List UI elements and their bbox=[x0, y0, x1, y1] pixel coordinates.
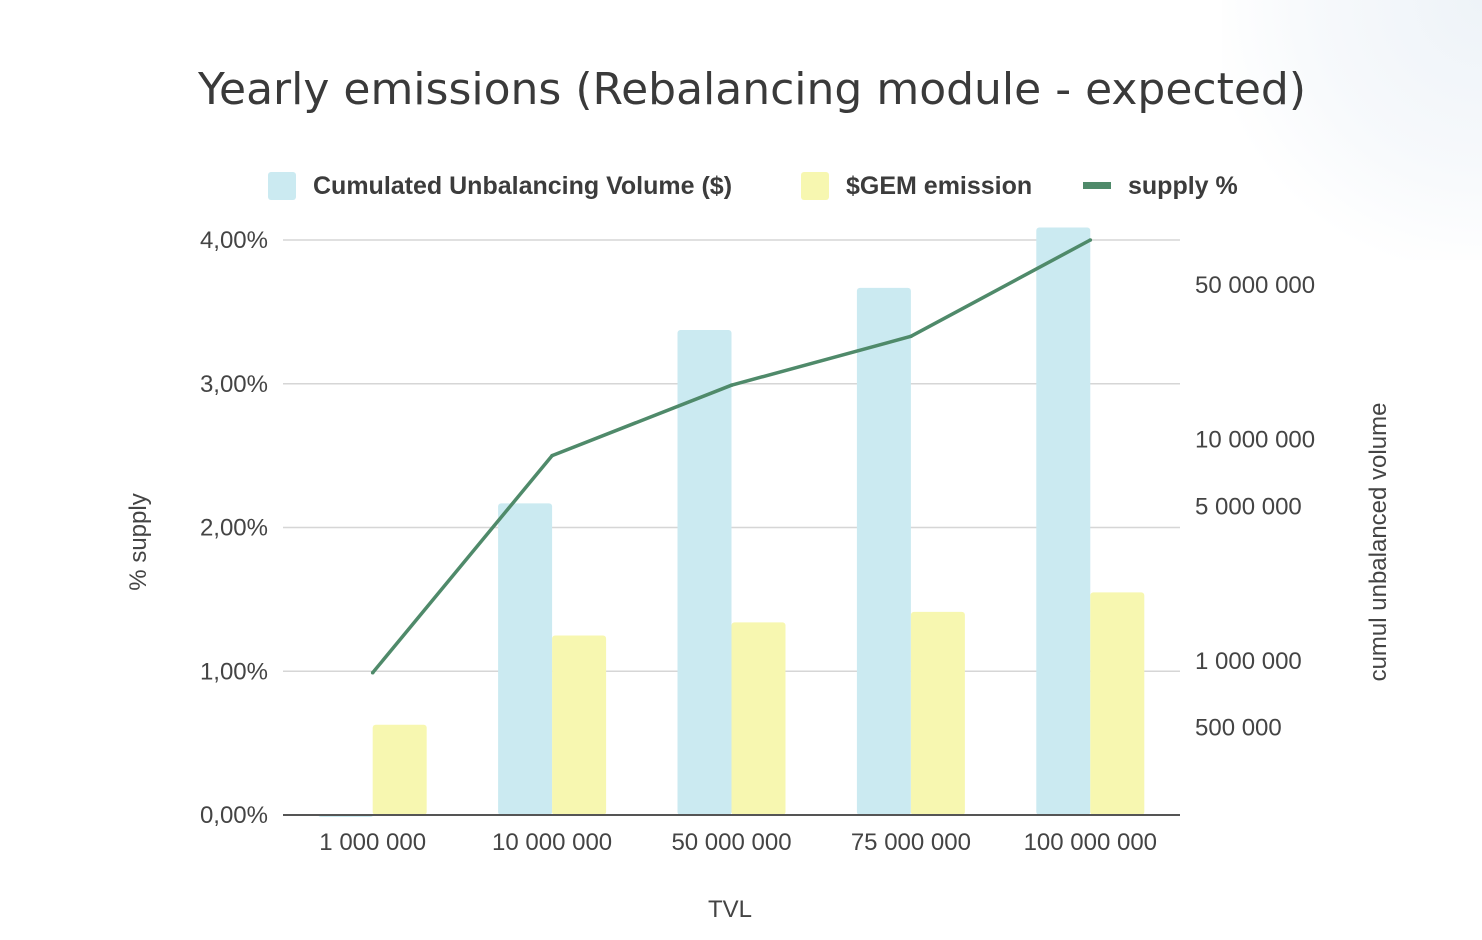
x-tick-label: 75 000 000 bbox=[851, 829, 971, 856]
legend-label: Cumulated Unbalancing Volume ($) bbox=[313, 172, 732, 200]
legend-label: $GEM emission bbox=[846, 172, 1032, 200]
x-tick-label: 10 000 000 bbox=[492, 829, 612, 856]
supply-point bbox=[729, 383, 734, 387]
line-series bbox=[370, 238, 1093, 675]
gem-emission-bar bbox=[910, 611, 965, 815]
chart-title: Yearly emissions (Rebalancing module - e… bbox=[197, 64, 1306, 115]
axes: 0,00% 1,00% 2,00% 3,00% 4,00% 500 000 1 000 00… bbox=[200, 227, 1315, 856]
right-tick-label: 500 000 bbox=[1195, 715, 1282, 742]
x-axis-title: TVL bbox=[708, 896, 752, 923]
x-tick-label: 1 000 000 bbox=[319, 829, 426, 856]
left-tick-label: 3,00% bbox=[200, 371, 268, 398]
right-tick-label: 5 000 000 bbox=[1195, 493, 1302, 520]
volume-bar bbox=[677, 329, 732, 815]
supply-point bbox=[909, 334, 913, 339]
legend-swatch bbox=[1083, 182, 1111, 189]
left-tick-label: 2,00% bbox=[200, 515, 268, 542]
right-axis-title: cumul unbalanced volume bbox=[1365, 403, 1392, 682]
supply-point bbox=[370, 670, 375, 675]
left-tick-label: 1,00% bbox=[200, 658, 268, 685]
volume-bar bbox=[1036, 227, 1091, 815]
legend: Cumulated Unbalancing Volume ($) $GEM emi… bbox=[268, 172, 1238, 200]
volume-bar bbox=[856, 287, 911, 815]
right-tick-label: 1 000 000 bbox=[1195, 648, 1302, 675]
right-tick-label: 50 000 000 bbox=[1195, 272, 1315, 299]
left-tick-label: 4,00% bbox=[200, 227, 268, 254]
x-tick-label: 100 000 000 bbox=[1024, 829, 1157, 856]
gem-emission-bar bbox=[552, 635, 607, 815]
gem-emission-bar bbox=[1090, 592, 1145, 815]
supply-point bbox=[550, 453, 554, 458]
x-tick-label: 50 000 000 bbox=[671, 829, 791, 856]
legend-swatch bbox=[801, 172, 829, 200]
volume-bar bbox=[498, 503, 553, 815]
left-tick-label: 0,00% bbox=[200, 802, 268, 829]
legend-swatch bbox=[268, 172, 296, 200]
gem-emission-bar bbox=[372, 724, 427, 815]
bars bbox=[318, 227, 1145, 817]
right-tick-label: 10 000 000 bbox=[1195, 427, 1315, 454]
supply-point bbox=[1088, 238, 1093, 242]
gem-emission-bar bbox=[731, 622, 786, 815]
left-axis-title: % supply bbox=[125, 493, 152, 590]
legend-label: supply % bbox=[1128, 172, 1238, 200]
